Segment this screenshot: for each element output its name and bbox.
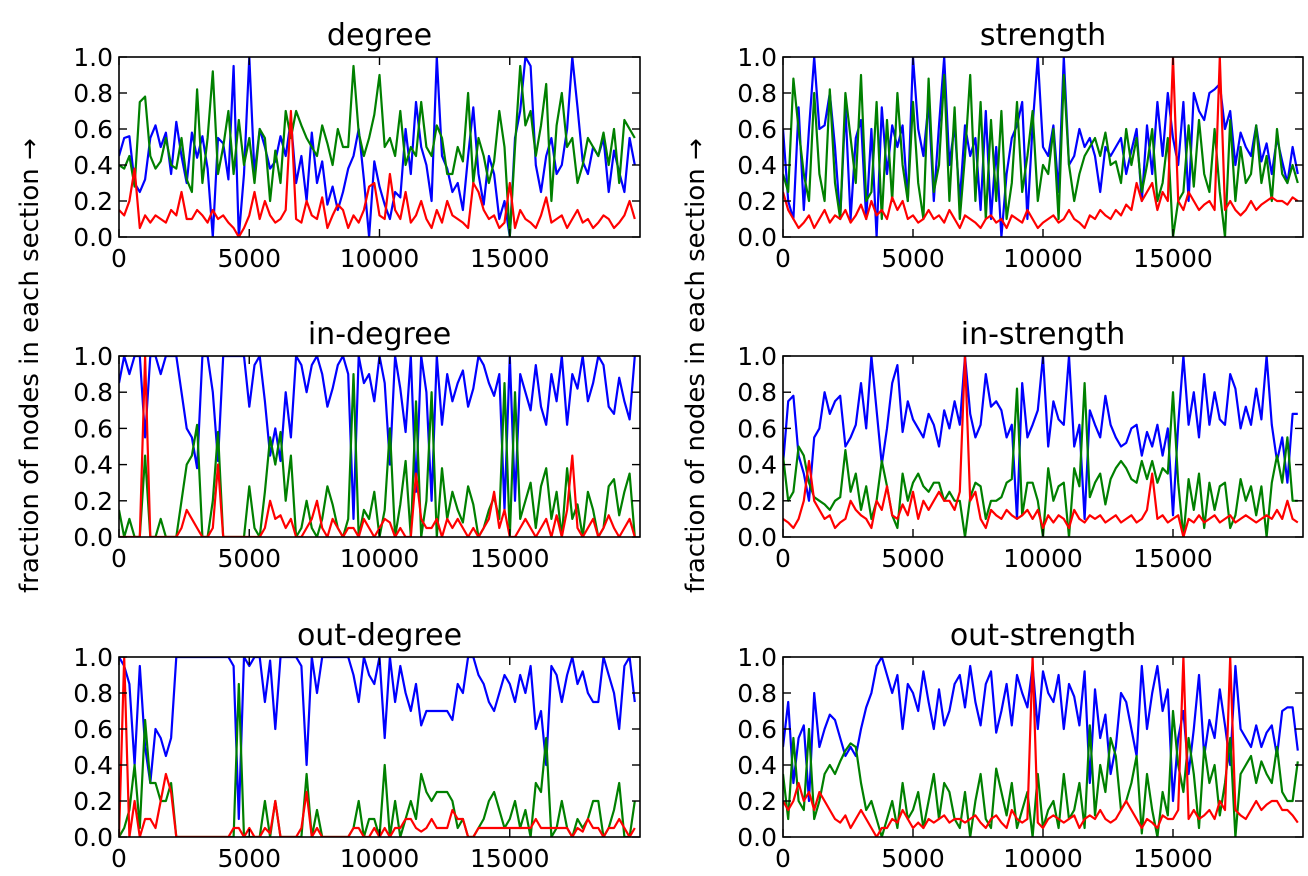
y-tick-label: 1.0 <box>73 43 113 72</box>
x-tick-label: 5000 <box>217 244 281 273</box>
y-tick-label: 0.0 <box>737 223 777 252</box>
series-line-1 <box>119 64 636 237</box>
y-tick-label: 0.6 <box>73 414 113 443</box>
y-axis-arrow: → <box>681 138 711 160</box>
x-tick-label: 0 <box>775 244 791 273</box>
x-tick-label: 0 <box>111 244 127 273</box>
x-tick-label: 10000 <box>1003 844 1083 873</box>
series-line-0 <box>783 57 1299 237</box>
series-line-2 <box>119 657 636 837</box>
y-tick-label: 0.8 <box>737 378 777 407</box>
y-tick-label: 0.4 <box>73 151 113 180</box>
subplot-1: strength 0.0 0.2 0.4 0.6 0.8 1.0 0 5000 10000 1500… <box>737 18 1304 273</box>
subplot-title: out-strength <box>950 618 1136 653</box>
y-tick-label: 0.6 <box>73 115 113 144</box>
y-axis-label-text: fraction of nodes in each section <box>15 168 45 593</box>
series-line-2 <box>783 657 1299 837</box>
y-tick-label: 0.8 <box>737 679 777 708</box>
y-tick-label: 1.0 <box>737 342 777 371</box>
y-tick-label: 0.2 <box>737 787 777 816</box>
y-tick-label: 0.2 <box>73 487 113 516</box>
x-tick-label: 5000 <box>881 244 945 273</box>
y-axis-label-right: fraction of nodes in each section → <box>681 138 711 593</box>
x-tick-label: 5000 <box>881 844 945 873</box>
y-tick-label: 0.2 <box>73 787 113 816</box>
y-axis-label-text: fraction of nodes in each section <box>681 168 711 593</box>
y-tick-label: 0.4 <box>737 151 777 180</box>
y-tick-label: 0.6 <box>737 715 777 744</box>
x-tick-label: 15000 <box>1133 844 1213 873</box>
y-tick-label: 0.4 <box>737 451 777 480</box>
y-tick-label: 1.0 <box>73 643 113 672</box>
series-line-0 <box>783 657 1299 803</box>
x-tick-label: 0 <box>775 844 791 873</box>
series-line-1 <box>119 682 636 837</box>
x-tick-label: 15000 <box>1133 244 1213 273</box>
y-tick-label: 0.4 <box>73 751 113 780</box>
y-tick-label: 0.2 <box>737 187 777 216</box>
x-tick-label: 15000 <box>470 844 550 873</box>
series-line-2 <box>119 109 636 237</box>
x-tick-label: 5000 <box>217 844 281 873</box>
subplot-5: out-strength 0.0 0.2 0.4 0.6 0.8 1.0 0 5000 10000… <box>737 618 1304 873</box>
subplot-title: out-degree <box>297 618 462 653</box>
y-tick-label: 0.0 <box>73 523 113 552</box>
series-line-1 <box>783 709 1299 837</box>
series-line-0 <box>119 657 636 821</box>
y-tick-label: 0.2 <box>73 187 113 216</box>
y-tick-label: 0.8 <box>73 378 113 407</box>
x-tick-label: 15000 <box>1133 544 1213 573</box>
y-tick-label: 1.0 <box>73 342 113 371</box>
y-tick-label: 0.6 <box>73 715 113 744</box>
y-tick-label: 0.4 <box>73 451 113 480</box>
subplot-2: in-degree 0.0 0.2 0.4 0.6 0.8 1.0 0 5000 10000 150… <box>73 317 641 573</box>
y-tick-label: 1.0 <box>737 643 777 672</box>
series-line-2 <box>783 356 1299 537</box>
series-line-2 <box>783 57 1299 230</box>
x-tick-label: 10000 <box>340 844 420 873</box>
series-line-0 <box>119 356 636 521</box>
x-tick-label: 10000 <box>340 544 420 573</box>
subplot-title: degree <box>327 18 432 53</box>
x-tick-label: 15000 <box>470 544 550 573</box>
x-tick-label: 10000 <box>340 244 420 273</box>
y-tick-label: 0.0 <box>73 223 113 252</box>
x-tick-label: 5000 <box>881 544 945 573</box>
subplot-4: out-degree 0.0 0.2 0.4 0.6 0.8 1.0 0 5000 10000 15… <box>73 618 641 873</box>
x-tick-label: 0 <box>111 844 127 873</box>
y-tick-label: 0.4 <box>737 751 777 780</box>
series-line-2 <box>119 356 636 537</box>
x-tick-label: 15000 <box>470 244 550 273</box>
subplot-3: in-strength 0.0 0.2 0.4 0.6 0.8 1.0 0 5000 10000 1… <box>737 317 1304 573</box>
x-tick-label: 0 <box>111 544 127 573</box>
subplot-title: strength <box>980 18 1106 53</box>
y-tick-label: 0.0 <box>737 523 777 552</box>
y-tick-label: 1.0 <box>737 43 777 72</box>
y-tick-label: 0.6 <box>737 414 777 443</box>
x-tick-label: 10000 <box>1003 544 1083 573</box>
x-tick-label: 0 <box>775 544 791 573</box>
subplot-title: in-degree <box>308 317 451 352</box>
x-tick-label: 10000 <box>1003 244 1083 273</box>
y-tick-label: 0.8 <box>737 79 777 108</box>
y-axis-arrow: → <box>15 138 45 160</box>
plot-frame <box>118 656 641 838</box>
y-tick-label: 0.2 <box>737 487 777 516</box>
y-axis-label-left: fraction of nodes in each section → <box>15 138 45 593</box>
y-tick-label: 0.6 <box>737 115 777 144</box>
subplot-title: in-strength <box>961 317 1126 352</box>
y-tick-label: 0.8 <box>73 679 113 708</box>
series-line-1 <box>119 373 636 537</box>
subplot-0: degree 0.0 0.2 0.4 0.6 0.8 1.0 0 5000 10000 15000 <box>73 18 641 273</box>
series-line-1 <box>783 73 1299 237</box>
y-tick-label: 0.0 <box>73 823 113 852</box>
y-tick-label: 0.8 <box>73 79 113 108</box>
y-tick-label: 0.0 <box>737 823 777 852</box>
series-line-0 <box>783 356 1298 521</box>
x-tick-label: 5000 <box>217 544 281 573</box>
